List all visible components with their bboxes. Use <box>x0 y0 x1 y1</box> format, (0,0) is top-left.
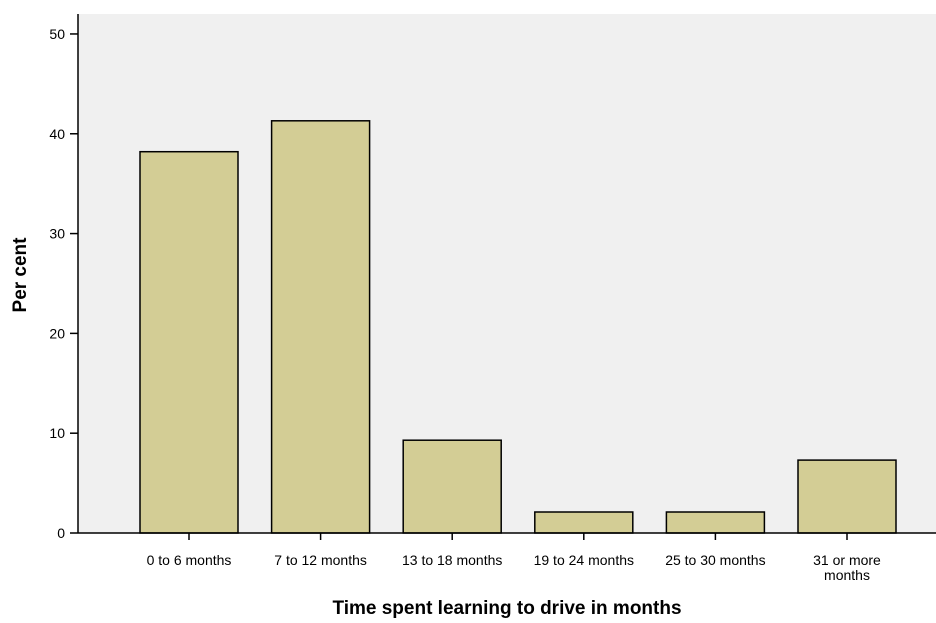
y-tick-label: 20 <box>49 325 65 341</box>
x-tick-label: 0 to 6 months <box>147 552 232 568</box>
x-tick-label: 13 to 18 months <box>402 552 502 568</box>
y-axis-title: Per cent <box>10 237 31 313</box>
x-axis-title: Time spent learning to drive in months <box>332 598 681 619</box>
x-tick-label: 31 or more months <box>813 552 881 583</box>
y-tick-label: 0 <box>57 525 65 541</box>
x-axis: 0 to 6 months 7 to 12 months 13 to 18 mont… <box>78 532 936 583</box>
bar <box>797 459 897 534</box>
x-tick-label: 25 to 30 months <box>665 552 765 568</box>
bar <box>665 511 766 534</box>
y-axis: 0 10 20 30 40 50 <box>49 14 79 541</box>
y-tick-label: 30 <box>49 226 65 242</box>
bar <box>402 439 502 534</box>
x-tick-label: 7 to 12 months <box>274 552 367 568</box>
y-tick-label: 10 <box>49 425 65 441</box>
bar <box>139 150 239 534</box>
y-tick-label: 50 <box>49 26 65 42</box>
bar <box>534 511 634 534</box>
x-tick-label: 19 to 24 months <box>534 552 634 568</box>
bars-layer <box>139 120 897 534</box>
bar <box>270 120 371 534</box>
y-tick-label: 40 <box>49 126 65 142</box>
